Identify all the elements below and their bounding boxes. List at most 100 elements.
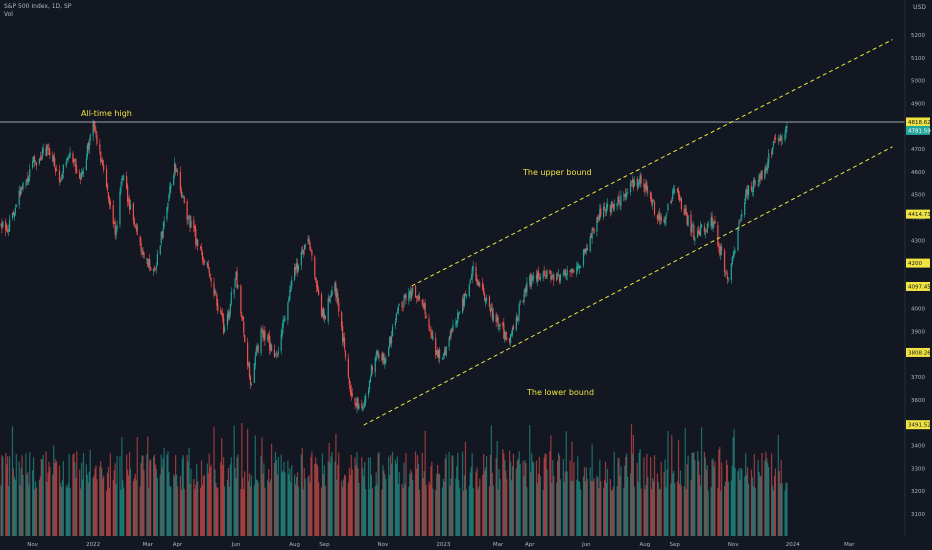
x-tick-label: Apr	[173, 542, 183, 548]
candle-body	[221, 312, 223, 315]
candle-body	[638, 182, 640, 184]
volume-bar	[737, 471, 739, 536]
currency-label[interactable]: USD	[913, 4, 926, 11]
candle-body	[732, 255, 734, 258]
volume-bar	[644, 489, 646, 536]
price-tag-label: 3491.52	[908, 423, 931, 429]
volume-bar	[766, 458, 768, 536]
candle-body	[461, 298, 464, 313]
volume-bar	[535, 460, 538, 536]
candle-body	[241, 314, 243, 318]
volume-bar	[759, 475, 761, 536]
volume-bar	[732, 437, 734, 536]
candle-body	[188, 215, 190, 217]
candle-body	[510, 333, 513, 336]
candle-body	[754, 182, 756, 184]
candle-body	[175, 164, 177, 171]
candle-body	[114, 222, 116, 235]
volume-bar	[626, 453, 628, 536]
volume-bar	[201, 485, 204, 536]
volume-bar	[364, 462, 366, 536]
candle-body	[545, 275, 547, 276]
candle-body	[6, 228, 8, 231]
candle-body	[462, 298, 465, 306]
volume-bar	[415, 468, 418, 536]
volume-bar	[128, 475, 130, 536]
candle-body	[719, 246, 721, 255]
volume-bar	[458, 480, 460, 536]
volume-bar	[650, 456, 652, 536]
candle-body	[666, 212, 668, 214]
candle-body	[52, 154, 54, 162]
candle-body	[619, 203, 621, 206]
volume-bar	[114, 463, 116, 536]
volume-bar	[699, 474, 701, 536]
candle-body	[150, 267, 152, 271]
volume-bar	[767, 462, 769, 536]
candle-body	[72, 153, 74, 162]
volume-bar	[39, 476, 41, 536]
lower-bound-line[interactable]	[363, 146, 893, 426]
volume-indicator-label[interactable]: Vol	[4, 11, 13, 18]
upper-bound-line[interactable]	[411, 39, 893, 287]
candle-body	[777, 138, 779, 141]
volume-bar	[315, 457, 317, 536]
candle-body	[134, 225, 136, 227]
candle-body	[349, 385, 351, 393]
volume-bar	[308, 475, 310, 536]
volume-bar	[297, 486, 300, 536]
volume-bar	[532, 462, 535, 536]
candle-body	[471, 269, 473, 280]
candle-body	[127, 185, 129, 202]
volume-bar	[659, 488, 661, 536]
candle-body	[323, 313, 325, 319]
candle-body	[160, 232, 162, 244]
volume-bar	[376, 484, 378, 536]
candle-body	[294, 266, 296, 280]
volume-bar	[94, 468, 96, 536]
candle-body	[664, 220, 666, 225]
candle-body	[613, 203, 615, 210]
volume-bar	[222, 465, 224, 536]
candle-body	[672, 190, 674, 200]
volume-bar	[358, 483, 360, 536]
volume-bar	[133, 477, 135, 536]
candle-body	[296, 262, 299, 272]
candle-body	[309, 242, 311, 250]
volume-bar	[553, 475, 555, 536]
volume-bar	[18, 461, 20, 536]
symbol-title[interactable]: S&P 500 Index, 1D, SP	[4, 3, 72, 10]
candle-body	[691, 226, 693, 233]
candle-body	[435, 337, 437, 355]
volume-bar	[234, 467, 236, 536]
volume-bar	[163, 448, 165, 536]
volume-bar	[529, 425, 531, 536]
candle-body	[436, 350, 438, 356]
volume-bar	[189, 483, 191, 536]
volume-bar	[778, 471, 780, 536]
volume-bar	[450, 478, 452, 536]
volume-bar	[389, 475, 391, 536]
volume-bar	[572, 480, 574, 536]
y-tick-label: 3700	[911, 375, 925, 381]
volume-bar	[738, 468, 740, 536]
candle-body	[80, 172, 83, 178]
volume-bar	[277, 456, 279, 536]
time-axis[interactable]: Nov 2022 Mar Apr Jun Aug Sep Nov 2023 Mar Apr Jun Au…	[27, 542, 855, 548]
volume-bar	[545, 454, 547, 536]
candle-body	[564, 268, 566, 276]
candle-body	[571, 268, 573, 274]
candle-body	[288, 298, 290, 302]
volume-bar	[317, 465, 319, 536]
candle-body	[693, 225, 695, 240]
volume-bar	[647, 476, 649, 536]
volume-bar	[711, 459, 713, 536]
candle-body	[457, 312, 459, 323]
candle-body	[598, 215, 600, 220]
candle-body	[209, 274, 211, 277]
volume-bar	[731, 465, 733, 536]
volume-bar	[183, 488, 185, 536]
candle-body	[565, 273, 567, 277]
candle-body	[26, 178, 28, 184]
